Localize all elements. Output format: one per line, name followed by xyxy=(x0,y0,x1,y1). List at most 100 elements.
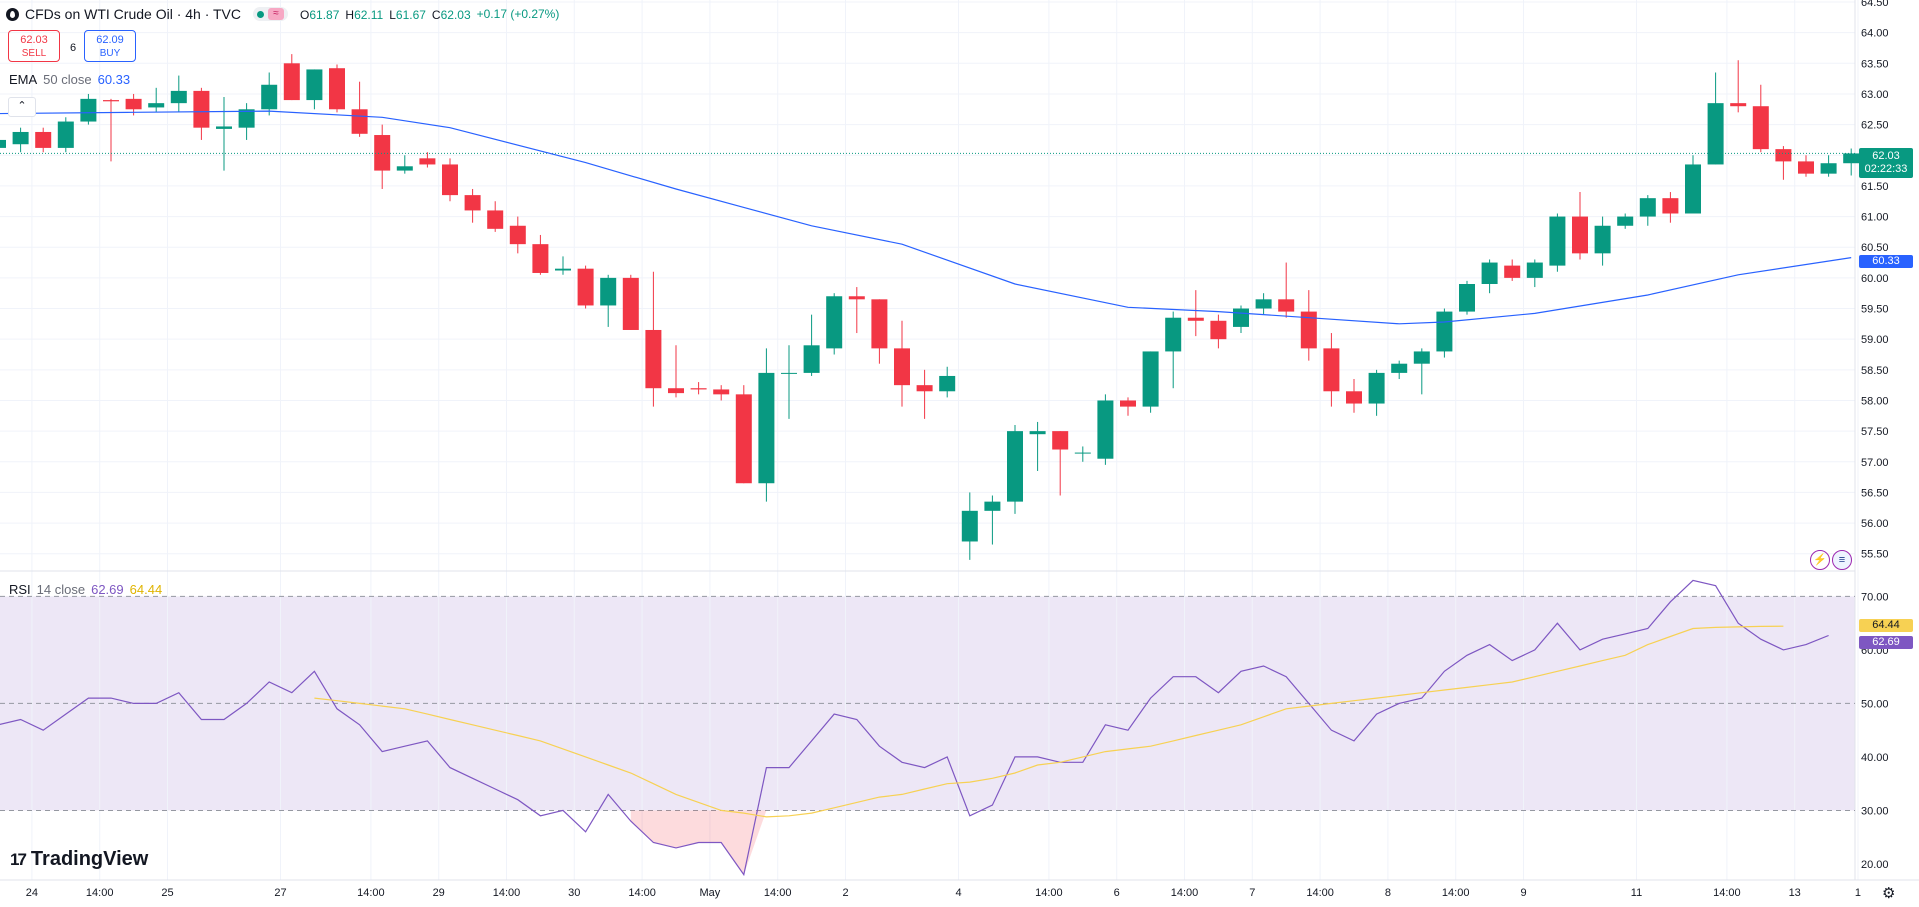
price-tick-label: 59.00 xyxy=(1861,334,1889,346)
candle-body xyxy=(961,510,978,542)
candle-body xyxy=(57,121,74,148)
candle-body xyxy=(238,109,255,128)
candle-body xyxy=(374,135,391,171)
gear-icon[interactable]: ⚙ xyxy=(1882,885,1896,902)
buy-label: BUY xyxy=(99,48,121,59)
candle-body xyxy=(1368,372,1385,404)
price-tick-label: 58.50 xyxy=(1861,365,1889,377)
candle-body xyxy=(1187,317,1204,321)
rsi-ma-line xyxy=(314,625,1784,818)
time-tick-label: 13 xyxy=(1789,887,1801,899)
bar-countdown: 02:22:33 xyxy=(1864,163,1908,175)
last-price-badge: 62.03 02:22:33 xyxy=(1859,148,1913,178)
price-tick-label: 56.00 xyxy=(1861,518,1889,530)
candle-body xyxy=(735,394,752,484)
time-tick-label: 4 xyxy=(955,887,961,899)
candle-body xyxy=(758,372,775,484)
candle-body xyxy=(848,296,865,300)
rsi-tick-label: 30.00 xyxy=(1861,805,1889,817)
time-tick-label: 24 xyxy=(26,887,38,899)
rsi-tick-label: 40.00 xyxy=(1861,752,1889,764)
candle-body xyxy=(35,131,52,148)
candle-body xyxy=(1300,311,1317,349)
collapse-legend-button[interactable]: ⌃ xyxy=(8,97,36,117)
candle-body xyxy=(306,69,323,101)
rsi-tick-label: 50.00 xyxy=(1861,698,1889,710)
candle-body xyxy=(1210,320,1227,340)
candle-body xyxy=(329,68,345,110)
last-price: 62.03 xyxy=(1872,150,1900,162)
rsi-line xyxy=(0,579,1829,877)
time-tick-label: 7 xyxy=(1249,887,1255,899)
candle-body xyxy=(622,277,639,330)
candle-body xyxy=(1752,106,1769,150)
tradingview-logo[interactable]: 17 TradingView xyxy=(10,848,148,871)
candle-body xyxy=(781,372,797,374)
chevron-up-icon: ⌃ xyxy=(17,100,27,112)
candle-body xyxy=(1097,400,1114,459)
candle-body xyxy=(419,158,436,165)
time-tick-label: 29 xyxy=(433,887,445,899)
candle-body xyxy=(1120,400,1136,407)
candle-body xyxy=(1843,153,1860,164)
candle-body xyxy=(1504,265,1521,278)
candle-body xyxy=(532,244,549,273)
rsi-ma-axis-badge: 64.44 xyxy=(1859,619,1913,632)
candle-body xyxy=(1391,363,1408,373)
candle-body xyxy=(351,109,368,134)
ema-label: EMA xyxy=(9,72,38,87)
candle-body xyxy=(1639,198,1656,217)
candle-body xyxy=(1662,198,1679,214)
chart-header: CFDs on WTI Crude Oil · 4h · TVC ≈ O61.8… xyxy=(6,6,559,22)
candle-body xyxy=(193,90,210,128)
rsi-label: RSI xyxy=(9,582,31,597)
us-flag-icon[interactable]: ≡ xyxy=(1832,550,1852,570)
time-tick-label: 8 xyxy=(1385,887,1391,899)
buy-button[interactable]: 62.09 BUY xyxy=(84,30,136,62)
time-tick-label: 14:00 xyxy=(493,887,521,899)
price-tick-label: 57.50 xyxy=(1861,426,1889,438)
time-tick-label: 1 xyxy=(1855,887,1861,899)
ema-legend[interactable]: EMA 50 close 60.33 xyxy=(9,72,130,87)
candle-body xyxy=(1165,317,1182,352)
time-tick-label: 14:00 xyxy=(86,887,114,899)
lightning-icon[interactable]: ⚡ xyxy=(1810,550,1830,570)
time-tick-label: 14:00 xyxy=(628,887,656,899)
time-tick-label: 30 xyxy=(568,887,580,899)
price-change: +0.17 (+0.27%) xyxy=(476,7,560,21)
rsi-legend[interactable]: RSI 14 close 62.69 64.44 xyxy=(9,582,162,597)
candle-body xyxy=(1323,348,1340,392)
price-tick-label: 62.50 xyxy=(1861,120,1889,132)
price-tick-label: 58.00 xyxy=(1861,395,1889,407)
sell-button[interactable]: 62.03 SELL xyxy=(8,30,60,62)
market-open-icon xyxy=(257,10,265,18)
price-tick-label: 60.00 xyxy=(1861,273,1889,285)
brand-name: TradingView xyxy=(30,848,149,870)
time-tick-label: 14:00 xyxy=(1442,887,1470,899)
rsi-axis-badge: 62.69 xyxy=(1859,636,1913,649)
candle-body xyxy=(1775,149,1792,162)
time-tick-label: 14:00 xyxy=(1035,887,1063,899)
candle-body xyxy=(871,299,888,349)
ohlc-high: H62.11 xyxy=(345,7,384,22)
symbol-title[interactable]: CFDs on WTI Crude Oil · 4h · TVC xyxy=(25,6,242,22)
time-tick-label: 25 xyxy=(161,887,173,899)
ema-params: 50 close xyxy=(43,72,92,87)
candle-body xyxy=(1007,431,1023,502)
candle-body xyxy=(464,195,481,211)
candle-body xyxy=(1572,216,1588,254)
candle-body xyxy=(690,388,707,390)
ohlc-open: O61.87 xyxy=(300,7,340,22)
sell-label: SELL xyxy=(21,48,47,59)
price-tick-label: 56.50 xyxy=(1861,487,1889,499)
candle-body xyxy=(1074,452,1091,454)
rsi-params: 14 close xyxy=(36,582,86,597)
candle-body xyxy=(148,103,165,108)
candle-body xyxy=(1685,164,1701,214)
price-tick-label: 64.50 xyxy=(1861,0,1889,9)
candle-body xyxy=(442,164,458,196)
rsi-tick-label: 20.00 xyxy=(1861,859,1889,871)
candle-body xyxy=(803,345,820,373)
market-status[interactable]: ≈ xyxy=(253,7,289,21)
